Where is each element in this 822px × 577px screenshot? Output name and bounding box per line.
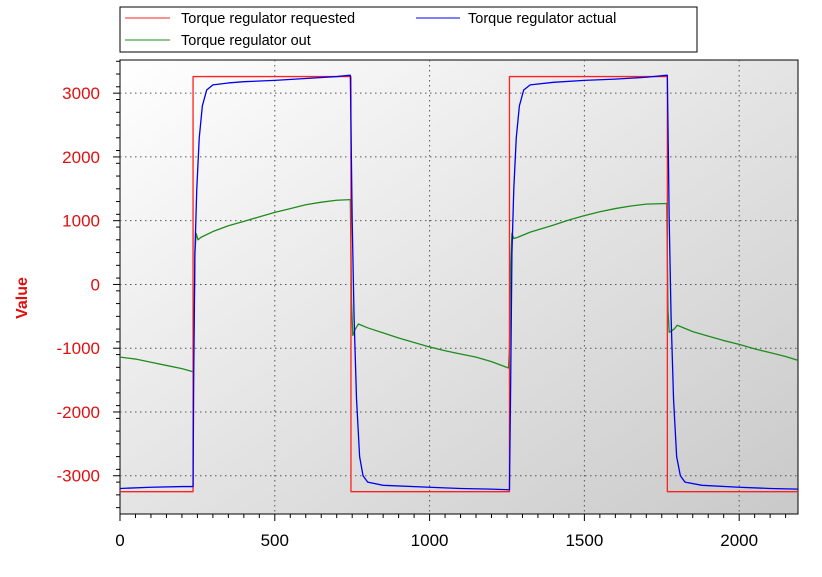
series-line-out xyxy=(120,198,798,373)
tick-labels: 0 500 1000 1500 2000 3000 2000 1000 0 -1000 -2000 -… xyxy=(57,84,759,550)
y-tick-label: 2000 xyxy=(62,148,100,167)
series-line-actual xyxy=(120,74,798,491)
y-tick-label: -2000 xyxy=(57,403,100,422)
y-tick-label: 3000 xyxy=(62,84,100,103)
series-layer xyxy=(120,74,798,493)
y-tick-label: 1000 xyxy=(62,212,100,231)
y-axis-label: Value xyxy=(14,277,31,319)
series-line-requested xyxy=(120,75,798,493)
y-tick-label: -1000 xyxy=(57,339,100,358)
legend-label-actual: Torque regulator actual xyxy=(468,11,616,27)
x-tick-label: 0 xyxy=(115,531,124,550)
x-tick-label: 1500 xyxy=(565,531,603,550)
y-tick-label: 0 xyxy=(91,275,100,294)
y-tick-label: -3000 xyxy=(57,467,100,486)
legend-label-requested: Torque regulator requested xyxy=(181,11,355,27)
grid xyxy=(120,60,798,514)
plot-area xyxy=(119,59,799,515)
x-tick-label: 500 xyxy=(261,531,289,550)
x-tick-label: 1000 xyxy=(411,531,449,550)
minor-ticks xyxy=(113,60,787,521)
legend-label-out: Torque regulator out xyxy=(181,33,311,49)
x-tick-label: 2000 xyxy=(720,531,758,550)
legend: Torque regulator requested Torque regula… xyxy=(119,6,698,53)
